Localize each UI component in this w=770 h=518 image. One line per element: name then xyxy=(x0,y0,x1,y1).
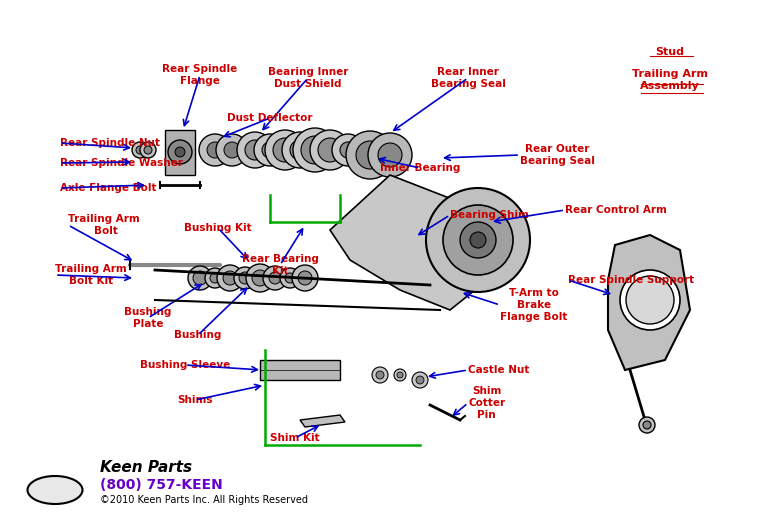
Circle shape xyxy=(643,421,651,429)
Circle shape xyxy=(140,142,156,158)
Circle shape xyxy=(372,367,388,383)
Circle shape xyxy=(269,272,281,284)
Text: Rear Spindle Support: Rear Spindle Support xyxy=(568,275,694,285)
Circle shape xyxy=(470,232,486,248)
Circle shape xyxy=(639,417,655,433)
Text: Rear Spindle
Flange: Rear Spindle Flange xyxy=(162,64,238,86)
Text: Keen Parts: Keen Parts xyxy=(100,461,192,476)
Circle shape xyxy=(280,268,300,288)
Circle shape xyxy=(234,267,256,289)
Circle shape xyxy=(193,271,207,285)
Circle shape xyxy=(346,131,394,179)
Circle shape xyxy=(175,147,185,157)
Text: Bushing: Bushing xyxy=(174,330,222,340)
Circle shape xyxy=(460,222,496,258)
Text: Bearing Shim: Bearing Shim xyxy=(450,210,529,220)
Text: Stud: Stud xyxy=(655,47,685,57)
Text: Bushing
Plate: Bushing Plate xyxy=(124,307,172,329)
Text: Rear Spindle Washer: Rear Spindle Washer xyxy=(60,158,183,168)
Text: Shim
Cotter
Pin: Shim Cotter Pin xyxy=(468,386,505,420)
Text: ©2010 Keen Parts Inc. All Rights Reserved: ©2010 Keen Parts Inc. All Rights Reserve… xyxy=(100,495,308,505)
Text: Dust Deflector: Dust Deflector xyxy=(227,113,313,123)
Circle shape xyxy=(293,128,337,172)
Polygon shape xyxy=(330,175,500,310)
Circle shape xyxy=(217,265,243,291)
Text: Rear Outer
Bearing Seal: Rear Outer Bearing Seal xyxy=(520,144,595,166)
Text: Rear Spindle Nut: Rear Spindle Nut xyxy=(60,138,160,148)
Circle shape xyxy=(136,146,144,154)
Circle shape xyxy=(199,134,231,166)
Circle shape xyxy=(416,376,424,384)
Text: Bushing Kit: Bushing Kit xyxy=(184,223,252,233)
Circle shape xyxy=(340,142,356,158)
Circle shape xyxy=(310,130,350,170)
Circle shape xyxy=(332,134,364,166)
Circle shape xyxy=(273,138,297,162)
Text: Trailing Arm
Bolt Kit: Trailing Arm Bolt Kit xyxy=(55,264,127,286)
Text: Shims: Shims xyxy=(177,395,213,405)
Text: Bearing Inner
Dust Shield: Bearing Inner Dust Shield xyxy=(268,67,348,89)
Circle shape xyxy=(356,141,384,169)
Text: Rear Inner
Bearing Seal: Rear Inner Bearing Seal xyxy=(430,67,505,89)
Circle shape xyxy=(285,273,295,283)
Circle shape xyxy=(216,134,248,166)
Circle shape xyxy=(298,271,312,285)
Text: Rear Control Arm: Rear Control Arm xyxy=(565,205,667,215)
Circle shape xyxy=(318,138,342,162)
Circle shape xyxy=(252,270,268,286)
Ellipse shape xyxy=(28,476,82,504)
Text: Axle Flange Bolt: Axle Flange Bolt xyxy=(60,183,156,193)
Circle shape xyxy=(290,140,310,160)
Polygon shape xyxy=(608,235,690,370)
Polygon shape xyxy=(300,415,345,427)
Circle shape xyxy=(224,142,240,158)
Text: Inner Bearing: Inner Bearing xyxy=(380,163,460,173)
Circle shape xyxy=(245,140,265,160)
Text: Trailing Arm
Assembly: Trailing Arm Assembly xyxy=(632,69,708,91)
Circle shape xyxy=(132,142,148,158)
Circle shape xyxy=(292,265,318,291)
Circle shape xyxy=(223,271,237,285)
Circle shape xyxy=(207,142,223,158)
Text: Shim Kit: Shim Kit xyxy=(270,433,320,443)
Polygon shape xyxy=(165,130,195,175)
Text: Rear Bearing
Kit: Rear Bearing Kit xyxy=(242,254,319,276)
Circle shape xyxy=(205,268,225,288)
Text: Castle Nut: Castle Nut xyxy=(468,365,530,375)
Circle shape xyxy=(210,273,220,283)
Circle shape xyxy=(412,372,428,388)
Circle shape xyxy=(265,130,305,170)
Circle shape xyxy=(144,146,152,154)
Circle shape xyxy=(239,272,251,284)
Circle shape xyxy=(263,266,287,290)
Circle shape xyxy=(254,134,286,166)
Circle shape xyxy=(443,205,513,275)
Circle shape xyxy=(237,132,273,168)
Circle shape xyxy=(301,136,329,164)
Circle shape xyxy=(282,132,318,168)
Circle shape xyxy=(368,133,412,177)
Text: T-Arm to
Brake
Flange Bolt: T-Arm to Brake Flange Bolt xyxy=(500,289,567,322)
Circle shape xyxy=(168,140,192,164)
Text: (800) 757-KEEN: (800) 757-KEEN xyxy=(100,478,223,492)
Circle shape xyxy=(397,372,403,378)
Text: Bushing Sleeve: Bushing Sleeve xyxy=(140,360,230,370)
Circle shape xyxy=(378,143,402,167)
Circle shape xyxy=(188,266,212,290)
Circle shape xyxy=(394,369,406,381)
Circle shape xyxy=(620,270,680,330)
Circle shape xyxy=(626,276,674,324)
Polygon shape xyxy=(260,360,340,380)
Text: Trailing Arm 
Bolt: Trailing Arm Bolt xyxy=(68,214,143,236)
Circle shape xyxy=(262,142,278,158)
Circle shape xyxy=(246,264,274,292)
Circle shape xyxy=(426,188,530,292)
Circle shape xyxy=(376,371,384,379)
